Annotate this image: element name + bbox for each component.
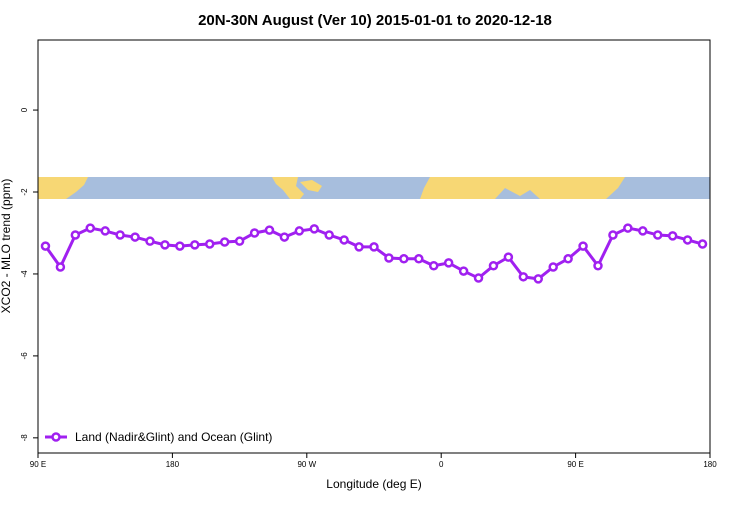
- data-point: [638, 226, 648, 236]
- data-point: [204, 239, 215, 249]
- x-tick-label: 90 W: [297, 460, 316, 469]
- x-tick-label: 180: [703, 460, 717, 469]
- data-point: [279, 232, 290, 242]
- plot-frame: [37, 39, 711, 454]
- data-point: [324, 230, 334, 240]
- data-point: [399, 254, 409, 264]
- data-point: [55, 262, 66, 272]
- data-point: [160, 240, 170, 250]
- data-point: [652, 230, 663, 240]
- data-point: [219, 237, 230, 247]
- data-point: [309, 224, 320, 234]
- data-point: [682, 235, 693, 245]
- data-point: [593, 261, 603, 271]
- y-tick-label: 0: [20, 107, 29, 112]
- data-point: [384, 253, 394, 263]
- data-point: [488, 261, 499, 271]
- x-tick-label: 180: [166, 460, 180, 469]
- data-point: [458, 266, 469, 276]
- data-point: [40, 241, 51, 251]
- data-point: [533, 274, 544, 284]
- legend-label: Land (Nadir&Glint) and Ocean (Glint): [75, 430, 272, 444]
- data-point: [354, 242, 364, 252]
- data-point: [443, 258, 454, 268]
- data-point: [234, 236, 245, 246]
- data-point: [503, 252, 514, 262]
- series-line: [44, 226, 703, 281]
- data-point: [369, 242, 379, 252]
- data-point: [563, 254, 573, 264]
- data-point: [249, 228, 260, 238]
- data-point: [414, 254, 424, 264]
- data-point: [667, 231, 678, 241]
- chart-title: 20N-30N August (Ver 10) 2015-01-01 to 20…: [198, 12, 552, 29]
- legend-marker: [51, 432, 61, 442]
- data-point: [175, 241, 185, 251]
- data-point: [115, 230, 125, 240]
- data-point: [548, 262, 558, 272]
- data-point: [623, 223, 633, 233]
- data-point: [473, 273, 484, 283]
- data-point: [428, 261, 439, 271]
- x-tick-label: 90 E: [567, 460, 583, 469]
- map-strip: [38, 177, 710, 199]
- data-point: [697, 239, 708, 249]
- data-point: [85, 223, 96, 233]
- y-tick-label: -8: [20, 434, 29, 442]
- y-tick-label: -2: [20, 188, 29, 196]
- data-point: [130, 232, 140, 242]
- data-point: [264, 225, 275, 235]
- data-point: [339, 235, 349, 245]
- data-point: [145, 236, 155, 246]
- data-point: [578, 241, 588, 251]
- data-point: [100, 226, 110, 236]
- data-point: [608, 230, 618, 240]
- data-point: [294, 226, 305, 236]
- x-tick-label: 90 E: [30, 460, 46, 469]
- x-axis-label: Longitude (deg E): [326, 477, 421, 491]
- data-point: [70, 230, 81, 240]
- data-point: [518, 272, 529, 282]
- x-tick-label: 0: [439, 460, 444, 469]
- y-axis-label: XCO2 - MLO trend (ppm): [0, 179, 13, 314]
- y-tick-label: -4: [20, 270, 29, 278]
- data-point: [190, 240, 200, 250]
- y-tick-label: -6: [20, 352, 29, 360]
